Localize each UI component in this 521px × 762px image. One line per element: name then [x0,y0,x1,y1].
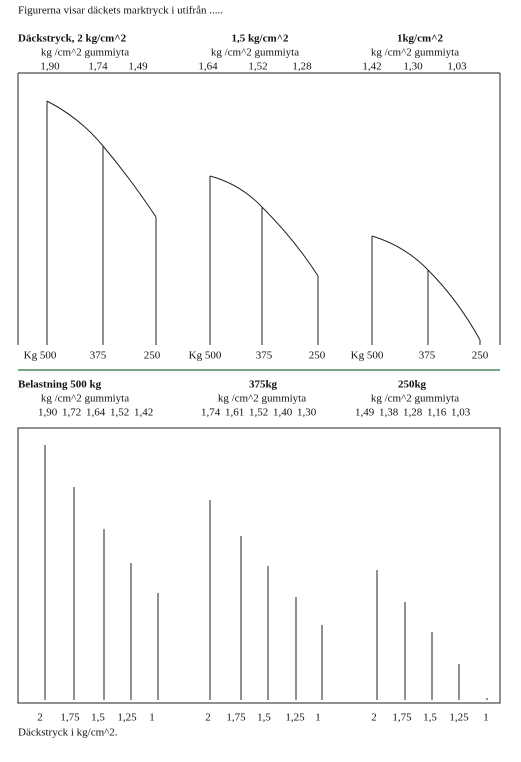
value-label: 1,38 [379,407,399,419]
footer: Däckstryck i kg/cm^2. [18,727,118,739]
value-label: 1,03 [447,61,467,73]
x-tick-label: 1,5 [257,712,271,724]
verticals [46,101,481,345]
x-tick-label: 1,25 [449,712,469,724]
x-tick-label: 1,75 [226,712,246,724]
value-label: 1,74 [201,407,221,419]
x-tick-label: 1,5 [423,712,437,724]
unit-label: kg /cm^2 gummiyta [41,47,129,59]
unit-label: kg /cm^2 gummiyta [211,47,299,59]
group-title: 250kg [398,379,427,391]
value-label: 1,52 [249,407,268,419]
verticals [44,445,488,700]
x-tick-label: 2 [371,712,377,724]
value-label: 1,64 [198,61,218,73]
x-tick-label: 375 [256,350,273,362]
value-label: 1,42 [362,61,381,73]
page-title: Figurerna visar däckets marktryck i utif… [18,5,223,17]
group-title: 1kg/cm^2 [397,33,444,45]
x-tick-label: 1,75 [60,712,80,724]
value-label: 1,30 [403,61,423,73]
x-tick-label: Kg 500 [351,350,384,362]
value-label: 1,28 [403,407,423,419]
x-tick-label: 1,25 [285,712,305,724]
frame [17,427,501,704]
group-title: Belastning 500 kg [18,379,102,391]
unit-label: kg /cm^2 gummiyta [41,393,129,405]
value-label: 1,61 [225,407,244,419]
group-title: Däckstryck, 2 kg/cm^2 [18,33,127,45]
x-tick-label: 1 [483,712,489,724]
value-label: 1,90 [40,61,60,73]
group-title: 375kg [249,379,278,391]
value-label: 1,40 [273,407,293,419]
x-tick-label: 2 [37,712,43,724]
x-tick-label: 1 [315,712,321,724]
group-title: 1,5 kg/cm^2 [231,33,289,45]
x-tick-label: 250 [144,350,161,362]
x-tick-label: 1,5 [91,712,105,724]
value-label: 1,49 [355,407,375,419]
value-label: 1,03 [451,407,471,419]
value-label: 1,90 [38,407,58,419]
x-tick-label: 1 [149,712,155,724]
x-tick-label: 250 [309,350,326,362]
x-tick-label: 2 [205,712,211,724]
x-tick-label: Kg 500 [189,350,222,362]
value-label: 1,64 [86,407,106,419]
unit-label: kg /cm^2 gummiyta [218,393,306,405]
x-tick-label: 1,75 [392,712,412,724]
value-label: 1,49 [128,61,148,73]
value-label: 1,42 [134,407,153,419]
value-label: 1,52 [110,407,129,419]
x-tick-label: 375 [419,350,436,362]
curve [46,100,157,218]
x-tick-label: 250 [472,350,489,362]
value-label: 1,30 [297,407,317,419]
x-tick-label: Kg 500 [24,350,57,362]
x-tick-label: 375 [90,350,107,362]
value-label: 1,74 [88,61,108,73]
value-label: 1,72 [62,407,81,419]
value-label: 1,28 [292,61,312,73]
unit-label: kg /cm^2 gummiyta [371,393,459,405]
unit-label: kg /cm^2 gummiyta [371,47,459,59]
curve [371,235,481,341]
curve [209,175,319,277]
value-label: 1,52 [248,61,267,73]
x-tick-label: 1,25 [117,712,137,724]
value-label: 1,16 [427,407,447,419]
